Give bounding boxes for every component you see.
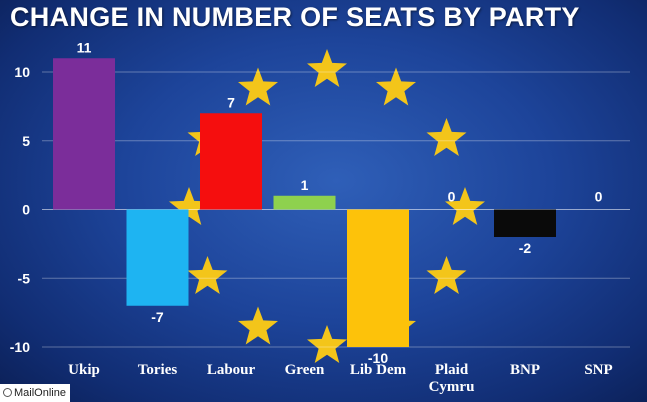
eu-star-icon: [307, 325, 347, 363]
category-label: Green: [285, 362, 325, 378]
category-label: BNP: [510, 362, 540, 378]
chart-title: CHANGE IN NUMBER OF SEATS BY PARTY: [10, 2, 580, 32]
data-label: 0: [595, 189, 603, 205]
bar: [53, 58, 115, 210]
category-label: Lib Dem: [350, 362, 407, 378]
category-label: Tories: [138, 362, 178, 378]
bars: [53, 58, 556, 347]
category-label: SNP: [584, 362, 612, 378]
data-labels: 11 -7 7 1 -10 0 -2 0: [77, 39, 603, 366]
eu-star-icon: [426, 256, 467, 294]
x-axis: Ukip Tories Labour Green Lib Dem Plaid Cymru BN…: [68, 362, 613, 395]
y-tick-label: 5: [22, 133, 30, 149]
data-label: 11: [77, 39, 92, 55]
eu-star-icon: [187, 256, 228, 294]
category-label: Plaid Cymru: [429, 362, 475, 395]
y-axis: 10 5 0 -5 -10: [10, 64, 30, 355]
eu-star-icon: [238, 306, 278, 345]
y-tick-label: 0: [22, 202, 30, 218]
data-label: 0: [448, 189, 456, 205]
bar: [273, 195, 336, 210]
data-label: 1: [301, 177, 309, 193]
y-tick-label: -10: [10, 339, 30, 355]
eu-star-icon: [445, 187, 485, 225]
source-credit: MailOnline: [0, 384, 70, 402]
y-tick-label: -5: [18, 270, 31, 286]
eu-star-icon: [307, 49, 347, 87]
bar: [347, 209, 409, 347]
y-tick-label: 10: [14, 64, 30, 80]
eu-star-icon: [376, 67, 416, 106]
eu-star-icon: [238, 67, 278, 106]
data-label: 7: [227, 94, 235, 110]
data-label: -7: [151, 309, 164, 325]
category-label: Ukip: [68, 362, 100, 378]
eu-star-icon: [426, 118, 467, 156]
source-label: MailOnline: [14, 387, 66, 399]
mailonline-logo-icon: [3, 388, 12, 397]
data-label: -2: [519, 240, 532, 256]
bar: [126, 209, 189, 306]
category-label: Labour: [207, 362, 256, 378]
bar: [494, 209, 556, 237]
bar: [200, 113, 262, 210]
data-label: -10: [368, 350, 388, 366]
eu-star-icon: [169, 187, 209, 225]
